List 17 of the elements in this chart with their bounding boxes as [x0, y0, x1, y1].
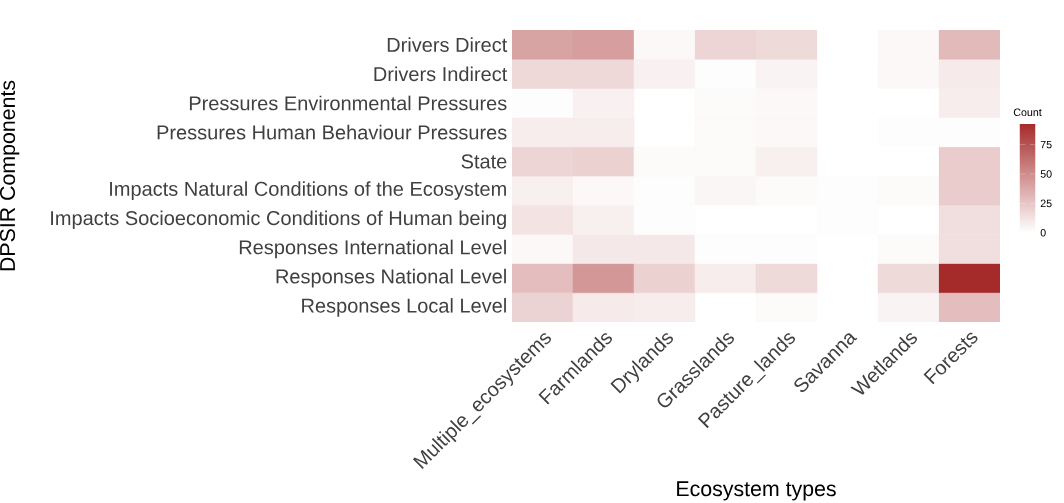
- y-tick-label: Responses National Level: [276, 268, 506, 288]
- color-bar-title: Count: [1013, 108, 1042, 117]
- y-tick-label: Responses International Level: [239, 239, 506, 259]
- color-bar-label: 75: [1040, 140, 1052, 149]
- y-tick-label: Impacts Natural Conditions of the Ecosystem: [110, 181, 506, 200]
- y-tick-label: Impacts Socioeconomic Conditions of Human being: [51, 210, 506, 230]
- color-bar-label: 0: [1040, 228, 1046, 237]
- color-bar-label: 25: [1040, 199, 1052, 208]
- y-tick-label: Drivers Direct: [387, 37, 508, 52]
- x-axis-title: Ecosystem types: [677, 481, 836, 501]
- y-axis-title: DPSIR Components: [0, 80, 20, 271]
- y-tick-label: Pressures Environmental Pressures: [189, 95, 507, 111]
- y-tick-label: Drivers Indirect: [374, 66, 508, 82]
- y-tick-label: State: [461, 154, 507, 169]
- y-tick-label: Responses Local Level: [302, 298, 506, 317]
- y-tick-label: Pressures Human Behaviour Pressures: [157, 124, 507, 140]
- color-bar-label: 50: [1040, 170, 1052, 178]
